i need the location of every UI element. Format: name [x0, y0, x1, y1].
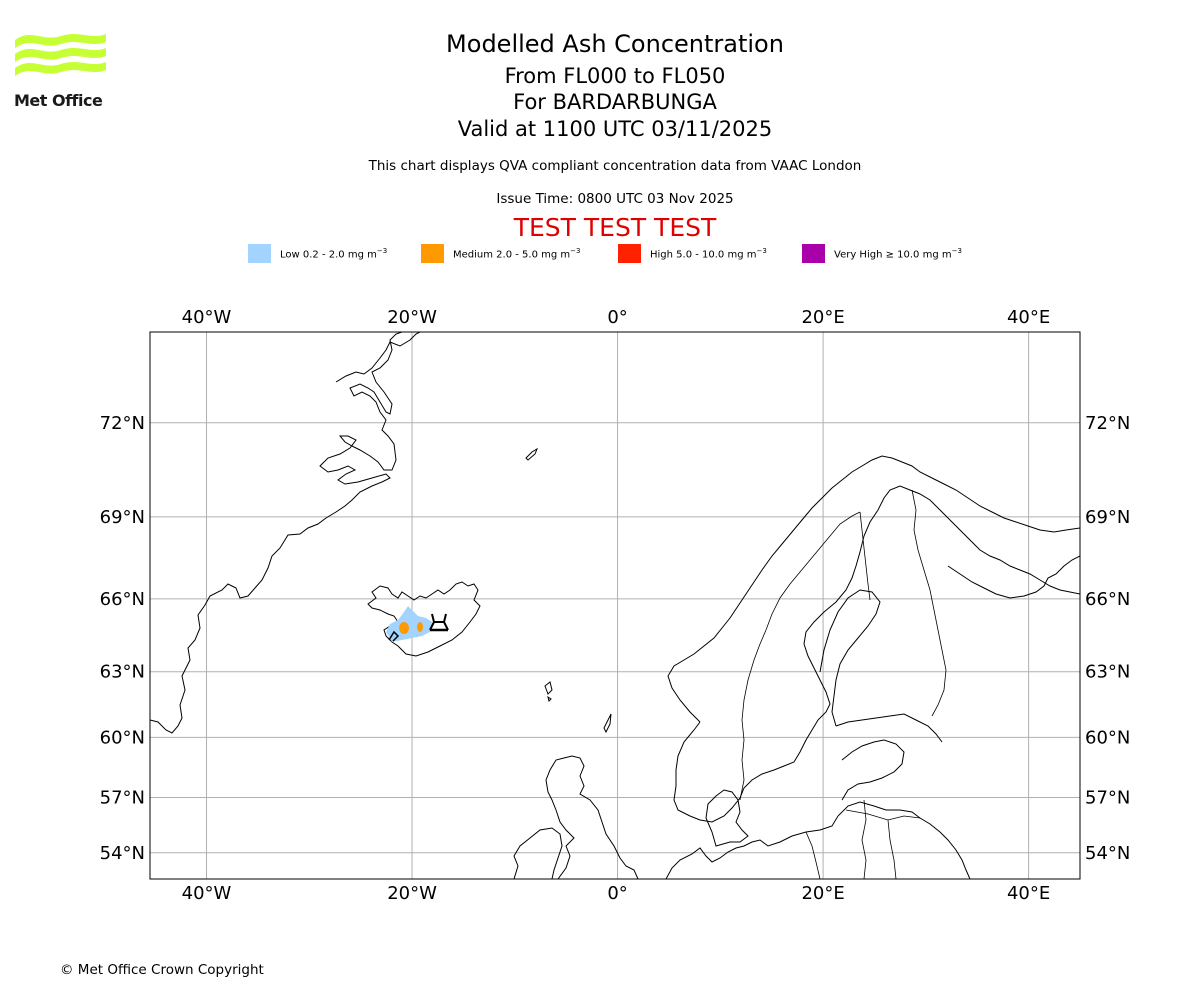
lon-tick-label-top: 0°	[607, 307, 627, 328]
map-frame	[149, 331, 1081, 880]
coastline-gulf-of-bothnia	[819, 589, 881, 727]
test-banner: TEST TEST TEST	[513, 213, 717, 242]
coastline-norway-west	[667, 455, 1080, 723]
issue-time: Issue Time: 0800 UTC 03 Nov 2025	[496, 191, 734, 207]
legend-swatch-very-high	[802, 244, 825, 263]
border-finland-russia	[911, 489, 947, 717]
coastline-norway-sweden	[673, 485, 1080, 823]
coastline-finland	[835, 713, 943, 743]
lat-tick-label-right: 57°N	[1085, 787, 1130, 808]
met-office-logo: Met Office	[13, 30, 108, 112]
met-office-logo-text: Met Office	[14, 91, 103, 110]
ash-cloud	[386, 606, 432, 642]
legend-label-medium: Medium 2.0 - 5.0 mg m−3	[453, 247, 581, 261]
lon-tick-label-bottom: 40°E	[1007, 883, 1050, 904]
lon-tick-label-top: 40°E	[1007, 307, 1050, 328]
lon-tick-label-top: 20°E	[801, 307, 844, 328]
lon-tick-label-bottom: 40°W	[182, 883, 232, 904]
gridlines	[150, 332, 1080, 879]
tick-labels: 40°W 40°W 20°W 20°W 0° 0° 20°E 20°E 40°E 40°E 72°N…	[100, 307, 1131, 904]
flight-level-range: From FL000 to FL050	[504, 64, 726, 88]
ash-area-medium	[399, 622, 409, 634]
lat-tick-label-left: 60°N	[100, 727, 145, 748]
coastline-great-britain	[545, 755, 639, 879]
lon-tick-label-bottom: 20°W	[387, 883, 437, 904]
coastline-greenland-fjords	[335, 332, 421, 383]
chart-description: This chart displays QVA compliant concen…	[368, 158, 862, 174]
volcano-icon	[388, 613, 449, 642]
legend-label-low: Low 0.2 - 2.0 mg m−3	[280, 247, 388, 261]
coastline-greenland	[150, 332, 403, 734]
coastlines	[150, 332, 1080, 879]
lat-tick-label-right: 69°N	[1085, 507, 1130, 528]
lat-tick-label-left: 63°N	[100, 662, 145, 683]
lon-tick-label-bottom: 20°E	[801, 883, 844, 904]
border-sweden-finland	[859, 511, 871, 601]
lat-tick-label-left: 54°N	[100, 843, 145, 864]
volcano-name: For BARDARBUNGA	[513, 90, 717, 114]
lat-tick-label-left: 57°N	[100, 787, 145, 808]
coastline-jan-mayen	[525, 447, 539, 461]
map-background	[150, 332, 1080, 879]
lon-tick-label-bottom: 0°	[607, 883, 627, 904]
border-baltics	[845, 799, 921, 879]
lat-tick-label-left: 69°N	[100, 507, 145, 528]
met-office-waves-icon	[15, 34, 106, 76]
lat-tick-label-left: 72°N	[100, 413, 145, 434]
border-norway-sweden	[739, 511, 861, 801]
lon-tick-label-top: 40°W	[182, 307, 232, 328]
coastline-ireland	[513, 827, 563, 879]
coastline-shetland	[603, 713, 612, 734]
map-canvas: 40°W 40°W 20°W 20°W 0° 0° 20°E 20°E 40°E 40°E 72°N…	[100, 307, 1131, 904]
lat-tick-label-left: 66°N	[100, 589, 145, 610]
legend-swatch-low	[248, 244, 271, 263]
lat-tick-label-right: 72°N	[1085, 413, 1130, 434]
valid-time: Valid at 1100 UTC 03/11/2025	[457, 117, 773, 141]
coastline-iceland	[367, 581, 481, 657]
legend-label-high: High 5.0 - 10.0 mg m−3	[650, 247, 767, 261]
legend-label-very-high: Very High ≥ 10.0 mg m−3	[834, 247, 962, 261]
coastline-faroes	[544, 681, 553, 702]
coastline-continent	[665, 801, 971, 879]
lat-tick-label-right: 66°N	[1085, 589, 1130, 610]
chart-title: Modelled Ash Concentration	[446, 30, 784, 58]
legend-swatch-high	[618, 244, 641, 263]
lon-tick-label-top: 20°W	[387, 307, 437, 328]
coastline-kola	[947, 555, 1080, 599]
ash-map: 40°W 40°W 20°W 20°W 0° 0° 20°E 20°E 40°E 40°E 72°N…	[0, 300, 1200, 920]
legend-swatch-medium	[421, 244, 444, 263]
lat-tick-label-right: 60°N	[1085, 727, 1130, 748]
copyright-notice: © Met Office Crown Copyright	[60, 962, 264, 978]
ash-area-medium	[417, 622, 423, 632]
ash-area-low	[386, 606, 432, 642]
border-poland	[805, 831, 821, 879]
lat-tick-label-right: 63°N	[1085, 662, 1130, 683]
coastline-baltic	[841, 739, 905, 801]
lat-tick-label-right: 54°N	[1085, 843, 1130, 864]
